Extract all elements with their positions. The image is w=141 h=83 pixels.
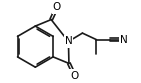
Text: O: O [70,71,79,81]
Text: N: N [120,35,127,45]
Text: O: O [53,2,61,12]
Text: N: N [65,37,72,46]
